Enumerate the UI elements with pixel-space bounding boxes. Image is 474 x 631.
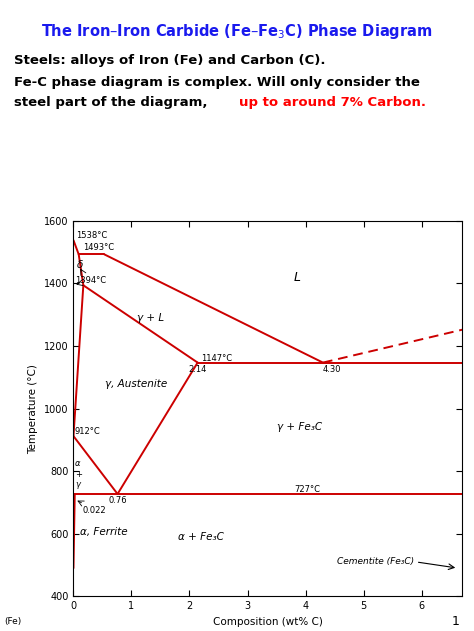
Text: γ + Fe₃C: γ + Fe₃C — [276, 422, 322, 432]
Text: 1: 1 — [452, 615, 460, 628]
Text: 1394°C: 1394°C — [74, 276, 106, 285]
Text: The Iron–Iron Carbide (Fe–Fe$_3$C) Phase Diagram: The Iron–Iron Carbide (Fe–Fe$_3$C) Phase… — [41, 22, 433, 41]
Text: δ: δ — [77, 259, 83, 269]
Text: Cementite (Fe₃C): Cementite (Fe₃C) — [337, 557, 415, 567]
Text: γ + L: γ + L — [137, 313, 164, 323]
Text: α, Ferrite: α, Ferrite — [81, 527, 128, 537]
Text: 1147°C: 1147°C — [201, 353, 232, 363]
Text: 727°C: 727°C — [294, 485, 320, 494]
Text: α
+
γ: α + γ — [75, 459, 82, 489]
X-axis label: Composition (wt% C): Composition (wt% C) — [213, 616, 323, 627]
Text: 0.022: 0.022 — [82, 505, 106, 514]
Text: 4.30: 4.30 — [323, 365, 341, 374]
Text: γ, Austenite: γ, Austenite — [105, 379, 168, 389]
Y-axis label: Temperature (°C): Temperature (°C) — [28, 363, 38, 454]
Text: 2.14: 2.14 — [189, 365, 207, 374]
Text: Fe-C phase diagram is complex. Will only consider the: Fe-C phase diagram is complex. Will only… — [14, 76, 420, 89]
Text: L: L — [294, 271, 301, 284]
Text: (Fe): (Fe) — [5, 617, 22, 626]
Text: Steels: alloys of Iron (Fe) and Carbon (C).: Steels: alloys of Iron (Fe) and Carbon (… — [14, 54, 326, 67]
Text: α + Fe₃C: α + Fe₃C — [178, 532, 224, 542]
Text: 0.76: 0.76 — [108, 496, 127, 505]
Text: up to around 7% Carbon.: up to around 7% Carbon. — [239, 96, 427, 109]
Text: steel part of the diagram,: steel part of the diagram, — [14, 96, 212, 109]
Text: 1493°C: 1493°C — [83, 243, 114, 252]
Text: 1538°C: 1538°C — [76, 231, 107, 240]
Text: 912°C: 912°C — [74, 427, 100, 436]
